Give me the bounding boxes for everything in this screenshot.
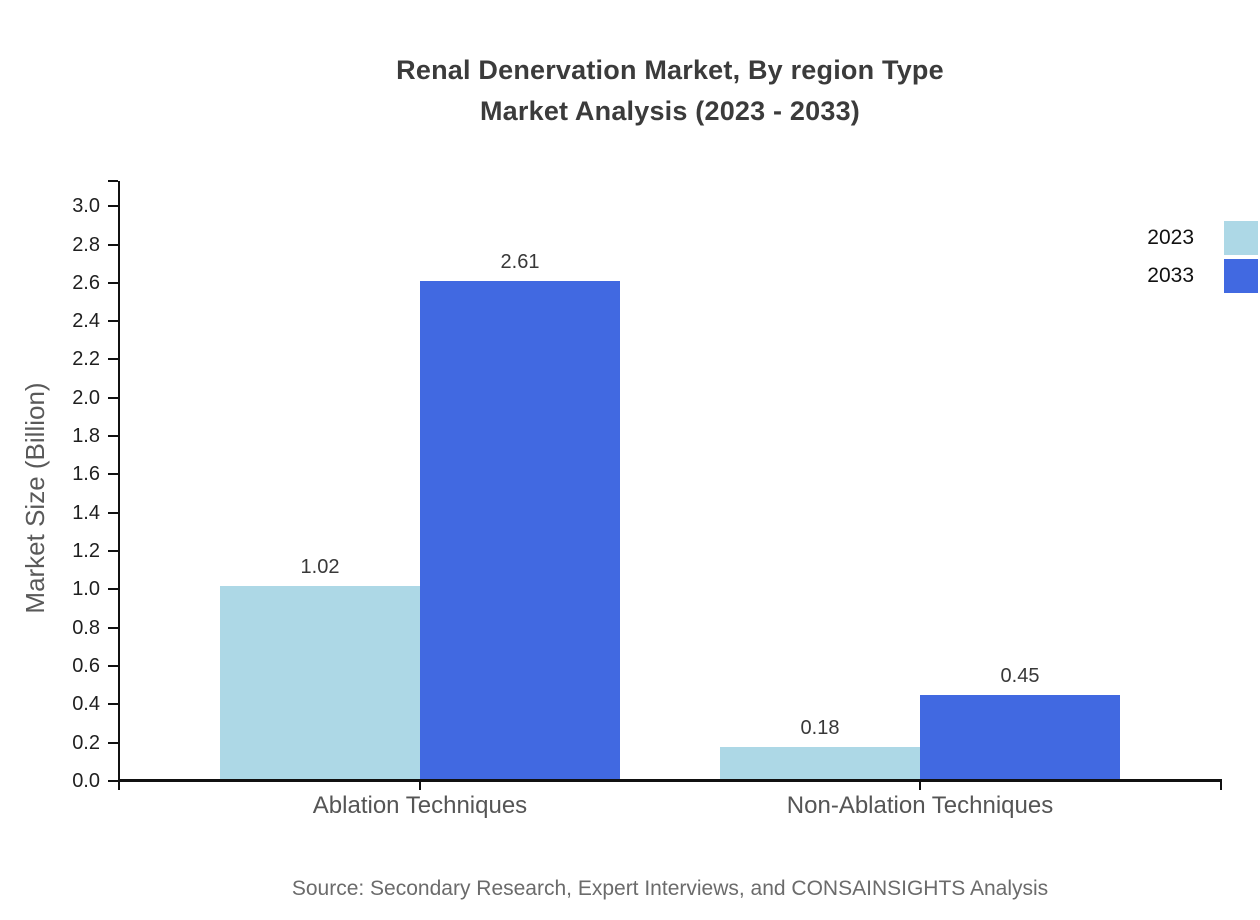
y-tick-label-1.8: 1.8 [72,425,100,448]
y-tick-label-0.2: 0.2 [72,731,100,754]
y-tick-2.2 [108,358,118,361]
bar-value-label-2023-ablation-techniques: 1.02 [300,555,340,578]
y-tick-0.4 [108,703,118,706]
y-tick-0.8 [108,626,118,629]
chart-title: Renal Denervation Market, By region Type… [80,50,1260,132]
bar-2023-ablation-techniques [220,585,420,781]
bar-2023-non-ablation-techniques [720,746,920,781]
legend-swatch-2023 [1224,221,1258,255]
source-note: Source: Secondary Research, Expert Inter… [291,877,1049,900]
x-axis-right-end-tick [1220,781,1222,790]
y-tick-1.8 [108,435,118,438]
y-tick-1.6 [108,473,118,476]
bar-value-label-2023-non-ablation-techniques: 0.18 [800,716,840,739]
chart-title-line1: Renal Denervation Market, By region Type [396,55,944,85]
x-tick-non-ablation-techniques [919,781,921,790]
legend-label-2023: 2023 [1147,226,1194,249]
legend-row-2033: 2033 [1024,257,1258,295]
y-tick-label-2.6: 2.6 [72,271,100,294]
chart-title-line2: Market Analysis (2023 - 2033) [479,96,860,126]
legend-label-2033: 2033 [1147,264,1194,287]
y-tick-label-0.6: 0.6 [72,655,100,678]
y-tick-2.6 [108,281,118,284]
y-tick-1.2 [108,550,118,553]
x-tick-ablation-techniques [419,781,421,790]
y-tick-label-1.0: 1.0 [72,578,100,601]
y-tick-label-2.0: 2.0 [72,386,100,409]
y-tick-label-1.2: 1.2 [72,540,100,563]
bar-2033-non-ablation-techniques [920,694,1120,781]
x-axis-left-end-tick [118,781,120,790]
y-tick-label-3.0: 3.0 [72,195,100,218]
x-axis-line [118,779,1222,782]
x-category-label-ablation-techniques: Ablation Techniques [312,792,528,819]
y-tick-label-2.2: 2.2 [72,348,100,371]
y-tick-label-1.4: 1.4 [72,501,100,524]
legend: 2023 2033 [1024,219,1258,295]
y-tick-0.0 [108,780,118,782]
y-tick-2.4 [108,320,118,323]
y-tick-label-0.4: 0.4 [72,693,100,716]
y-tick-0.6 [108,665,118,668]
y-axis-spine [118,181,120,781]
y-tick-2.8 [108,243,118,246]
y-tick-2.0 [108,396,118,399]
x-category-label-non-ablation-techniques: Non-Ablation Techniques [786,792,1054,819]
y-tick-1.4 [108,511,118,514]
y-tick-label-2.4: 2.4 [72,310,100,333]
y-tick-label-2.8: 2.8 [72,233,100,256]
y-tick-label-0.0: 0.0 [72,770,100,792]
y-axis-end-tick [108,180,118,182]
legend-swatch-2033 [1224,259,1258,293]
y-tick-label-0.8: 0.8 [72,616,100,639]
bar-value-label-2033-non-ablation-techniques: 0.45 [1000,664,1040,687]
bar-2033-ablation-techniques [420,280,620,781]
y-tick-0.2 [108,741,118,744]
y-tick-3.0 [108,205,118,208]
legend-row-2023: 2023 [1024,219,1258,257]
y-tick-label-1.6: 1.6 [72,463,100,486]
bar-value-label-2033-ablation-techniques: 2.61 [500,250,540,273]
y-tick-1.0 [108,588,118,591]
